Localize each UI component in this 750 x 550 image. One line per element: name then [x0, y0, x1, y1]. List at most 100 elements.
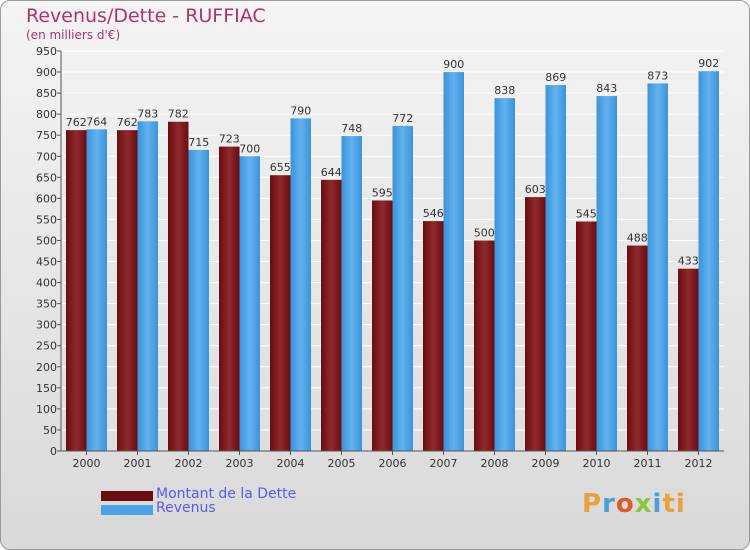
bar-revenue [392, 125, 413, 452]
data-label-debt: 723 [219, 133, 240, 146]
y-tick-label: 400 [36, 277, 57, 290]
bar-revenue [596, 96, 617, 451]
bar-debt [474, 240, 495, 451]
logo-letter: r [602, 489, 616, 519]
legend-swatch-debt [101, 491, 153, 501]
x-tick-label: 2007 [430, 457, 458, 470]
bar-revenue [188, 149, 209, 451]
y-tick-label: 100 [36, 403, 57, 416]
data-label-revenue: 902 [698, 57, 719, 70]
proxiti-logo: Proxiti [582, 489, 686, 519]
legend-label-debt: Montant de la Dette [156, 486, 297, 502]
bar-debt [321, 179, 342, 451]
y-tick-label: 300 [36, 319, 57, 332]
bar-revenue [494, 98, 515, 451]
y-tick-label: 950 [36, 45, 57, 58]
x-tick-label: 2003 [226, 457, 254, 470]
y-tick-label: 900 [36, 66, 57, 79]
y-tick-label: 550 [36, 213, 57, 226]
data-label-revenue: 715 [188, 136, 209, 149]
data-label-debt: 644 [321, 166, 342, 179]
bar-debt [423, 221, 444, 451]
data-label-revenue: 783 [137, 107, 158, 120]
logo-letter: i [652, 489, 663, 519]
chart-title: Revenus/Dette - RUFFIAC [26, 5, 266, 27]
y-tick-label: 350 [36, 298, 57, 311]
y-tick-label: 800 [36, 108, 57, 121]
bar-revenue [698, 71, 719, 452]
data-label-debt: 546 [423, 207, 444, 220]
data-label-debt: 488 [627, 232, 648, 245]
logo-letter: x [634, 489, 653, 519]
x-tick-label: 2000 [73, 457, 101, 470]
y-tick-label: 750 [36, 129, 57, 142]
data-label-debt: 603 [525, 183, 546, 196]
y-tick-label: 500 [36, 234, 57, 247]
logo-letter: P [582, 489, 603, 519]
x-tick-label: 2004 [277, 457, 305, 470]
x-tick-label: 2008 [481, 457, 509, 470]
x-tick-label: 2005 [328, 457, 356, 470]
bars [66, 71, 719, 452]
bar-revenue [443, 72, 464, 451]
x-tick-label: 2006 [379, 457, 407, 470]
data-label-revenue: 748 [341, 122, 362, 135]
y-tick-label: 200 [36, 361, 57, 374]
logo-letter: ti [662, 489, 686, 519]
bar-debt [576, 221, 597, 451]
bar-debt [627, 245, 648, 451]
logo-letter: o [615, 489, 635, 519]
data-label-revenue: 873 [647, 69, 668, 82]
x-tick-label: 2009 [532, 457, 560, 470]
y-tick-label: 450 [36, 256, 57, 269]
y-tick-label: 650 [36, 171, 57, 184]
data-label-revenue: 772 [392, 112, 413, 125]
bar-revenue [545, 85, 566, 452]
data-label-debt: 500 [474, 226, 495, 239]
data-label-revenue: 869 [545, 71, 566, 84]
data-label-revenue: 764 [86, 115, 107, 128]
bar-debt [525, 197, 546, 451]
data-label-revenue: 790 [290, 104, 311, 117]
bar-revenue [239, 156, 260, 451]
data-label-debt: 762 [117, 116, 138, 129]
x-tick-label: 2002 [175, 457, 203, 470]
bar-debt [168, 121, 189, 451]
chart-subtitle: (en milliers d'€) [26, 28, 121, 42]
data-label-revenue: 843 [596, 82, 617, 95]
x-tick-label: 2010 [583, 457, 611, 470]
data-label-revenue: 900 [443, 58, 464, 71]
data-label-debt: 545 [576, 208, 597, 221]
bar-revenue [290, 118, 311, 452]
bar-debt [117, 130, 138, 451]
data-label-debt: 762 [66, 116, 87, 129]
bar-debt [66, 130, 87, 451]
x-tick-label: 2001 [124, 457, 152, 470]
y-tick-label: 150 [36, 382, 57, 395]
axes: 0 50 100 150 200 250 300 350 400 450 500 550 600 650 7… [36, 45, 724, 470]
x-tick-label: 2011 [634, 457, 662, 470]
data-label-debt: 655 [270, 161, 291, 174]
bar-debt [270, 175, 291, 452]
legend-label-revenue: Revenus [156, 500, 216, 516]
x-tick-label: 2012 [685, 457, 713, 470]
bar-debt [372, 200, 393, 451]
legend-swatch-revenue [101, 505, 153, 515]
bar-debt [219, 146, 240, 451]
y-tick-label: 250 [36, 340, 57, 353]
bar-revenue [86, 129, 107, 451]
bar-revenue [647, 83, 668, 451]
y-tick-label: 50 [43, 424, 57, 437]
y-tick-label: 600 [36, 192, 57, 205]
data-label-debt: 433 [678, 255, 699, 268]
y-tick-label: 700 [36, 150, 57, 163]
bar-revenue [137, 121, 158, 451]
data-label-debt: 595 [372, 186, 393, 199]
y-tick-label: 850 [36, 87, 57, 100]
bar-debt [678, 268, 699, 451]
data-label-revenue: 838 [494, 84, 515, 97]
data-label-revenue: 700 [239, 142, 260, 155]
